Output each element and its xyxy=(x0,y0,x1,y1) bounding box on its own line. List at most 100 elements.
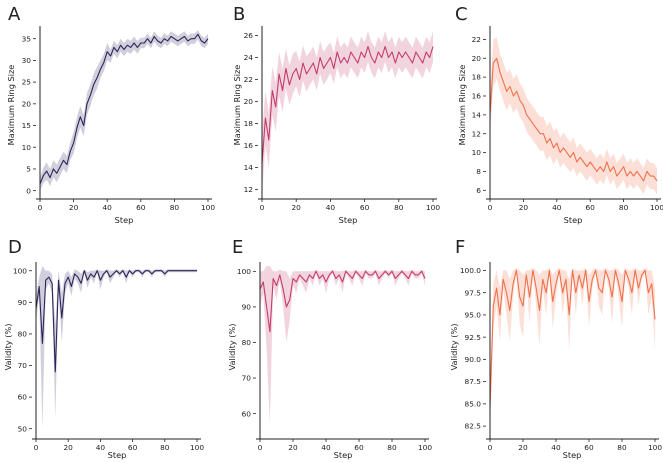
data-point xyxy=(43,175,44,176)
data-point xyxy=(137,47,138,48)
panel-letter: F xyxy=(455,237,465,258)
data-point xyxy=(424,278,425,279)
data-point xyxy=(580,157,581,158)
data-point xyxy=(174,38,175,39)
panel-letter: B xyxy=(233,4,245,25)
data-point xyxy=(355,271,356,272)
data-point xyxy=(103,62,104,63)
panel-letter: A xyxy=(8,4,21,25)
data-point xyxy=(509,86,510,87)
data-point xyxy=(569,314,570,315)
panel-f: F Step Validity (%) 0 20 40 60 80 100 82.5 85.0… xyxy=(449,237,662,460)
data-point xyxy=(90,273,91,274)
x-tick-label: 80 xyxy=(387,443,397,452)
data-point xyxy=(110,277,111,278)
data-point xyxy=(585,270,586,271)
data-point xyxy=(296,68,297,69)
y-axis-title: Maximum Ring Size xyxy=(457,65,467,146)
data-point xyxy=(562,292,563,293)
x-tick-label: 40 xyxy=(321,443,331,452)
data-point xyxy=(633,176,634,177)
data-point xyxy=(536,128,537,129)
y-tick-label: 30 xyxy=(22,56,32,65)
y-tick-label: 35 xyxy=(22,34,32,43)
data-point xyxy=(364,57,365,58)
data-point xyxy=(319,278,320,279)
y-tick-label: 100.0 xyxy=(460,266,481,275)
data-point xyxy=(405,274,406,275)
data-point xyxy=(63,160,64,161)
data-point xyxy=(316,73,317,74)
data-point xyxy=(559,270,560,271)
data-point xyxy=(56,173,57,174)
x-tick-label: 100 xyxy=(201,203,215,212)
data-point xyxy=(191,38,192,39)
data-point xyxy=(653,176,654,177)
data-point xyxy=(283,289,284,290)
data-point xyxy=(349,274,350,275)
data-point xyxy=(194,38,195,39)
data-point xyxy=(572,270,573,271)
series-line xyxy=(489,57,658,182)
x-tick-label: 20 xyxy=(519,203,529,212)
data-point xyxy=(147,38,148,39)
y-tick-label: 25 xyxy=(22,78,32,87)
data-point xyxy=(73,142,74,143)
data-point xyxy=(106,270,107,271)
data-point xyxy=(296,281,297,282)
data-point xyxy=(335,278,336,279)
x-tick-label: 100 xyxy=(190,443,204,452)
data-point xyxy=(602,292,603,293)
data-point xyxy=(154,36,155,37)
x-axis-title: Step xyxy=(334,450,353,460)
data-point xyxy=(656,180,657,181)
data-point xyxy=(322,274,323,275)
data-point xyxy=(345,271,346,272)
data-point xyxy=(499,314,500,315)
data-point xyxy=(513,283,514,284)
y-tick-label: 16 xyxy=(472,92,482,101)
data-point xyxy=(409,57,410,58)
data-point xyxy=(592,279,593,280)
data-point xyxy=(344,57,345,58)
data-point xyxy=(565,279,566,280)
data-point xyxy=(556,143,557,144)
data-point xyxy=(529,297,530,298)
data-point xyxy=(347,62,348,63)
data-point xyxy=(648,292,649,293)
series-line xyxy=(35,270,197,373)
data-point xyxy=(398,274,399,275)
data-point xyxy=(74,273,75,274)
data-point xyxy=(375,271,376,272)
data-point xyxy=(312,278,313,279)
data-point xyxy=(590,161,591,162)
x-tick-label: 80 xyxy=(160,443,170,452)
y-tick-label: 20 xyxy=(472,54,482,63)
data-point xyxy=(628,279,629,280)
y-tick-label: 10 xyxy=(472,148,482,157)
y-tick-label: 100 xyxy=(237,267,251,276)
data-point xyxy=(588,301,589,302)
data-point xyxy=(506,292,507,293)
x-tick-label: 100 xyxy=(650,203,663,212)
data-point xyxy=(398,51,399,52)
data-point xyxy=(138,270,139,271)
data-point xyxy=(603,171,604,172)
x-axis-title: Step xyxy=(563,450,582,460)
data-point xyxy=(426,51,427,52)
data-point xyxy=(357,62,358,63)
data-point xyxy=(429,57,430,58)
data-point xyxy=(499,72,500,73)
data-point xyxy=(536,288,537,289)
data-point xyxy=(269,331,270,332)
data-point xyxy=(646,171,647,172)
data-point xyxy=(193,270,194,271)
data-point xyxy=(184,36,185,37)
panel-letter: C xyxy=(455,4,468,25)
x-axis-title: Step xyxy=(115,215,134,225)
data-point xyxy=(358,274,359,275)
panel-e: E Step Validity (%) 0 20 40 60 80 100 60 70 80 90… xyxy=(227,237,432,460)
x-tick-label: 40 xyxy=(551,443,561,452)
y-tick-label: 12 xyxy=(472,129,481,138)
data-point xyxy=(120,45,121,46)
